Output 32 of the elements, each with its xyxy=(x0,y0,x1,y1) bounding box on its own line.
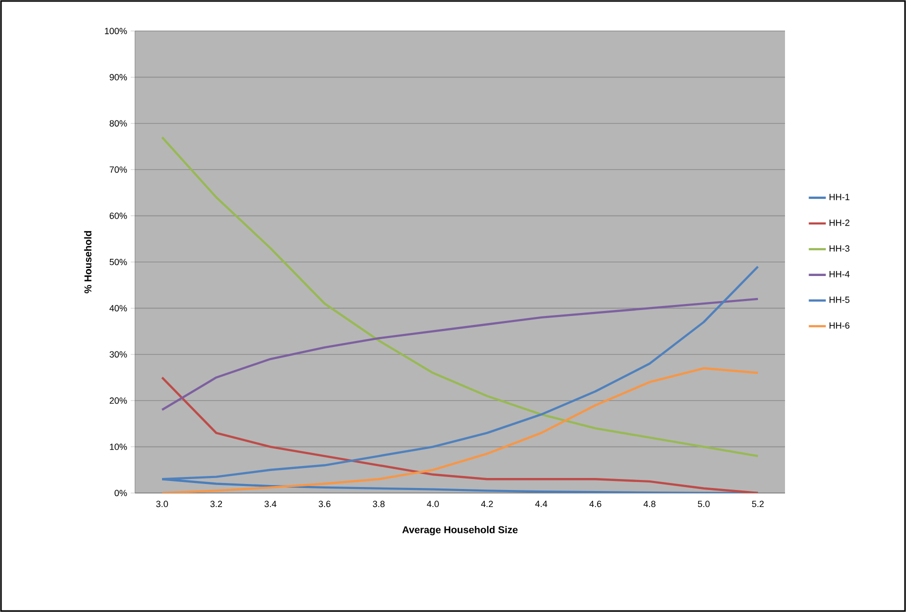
legend-label: HH-5 xyxy=(830,296,850,303)
x-tick-label: 3.8 xyxy=(372,500,385,508)
y-tick-label: 20% xyxy=(110,397,127,404)
line-series xyxy=(160,136,760,458)
y-tick-label: 10% xyxy=(110,444,127,450)
y-tick-label: 70% xyxy=(110,166,127,173)
x-tick-label: 4.0 xyxy=(426,500,439,508)
x-tick-label: 5.0 xyxy=(698,500,710,508)
x-tick-label: 3.4 xyxy=(264,500,276,508)
legend-label: HH-4 xyxy=(830,271,850,278)
x-tick-label: 4.8 xyxy=(644,500,656,508)
x-tick-label: 4.6 xyxy=(589,500,602,508)
x-tick-label: 3.2 xyxy=(210,500,222,508)
y-tick-label: 40% xyxy=(109,305,127,312)
y-tick-label: 90% xyxy=(110,74,127,80)
legend-label: HH-1 xyxy=(830,194,850,200)
x-tick-label: 4.2 xyxy=(481,500,493,508)
y-tick-label: 50% xyxy=(110,258,127,266)
y-tick-label: 60% xyxy=(110,212,127,219)
x-tick-label: 3.0 xyxy=(156,500,168,508)
legend-label: HH-6 xyxy=(830,322,850,329)
y-tick-label: 0% xyxy=(114,490,127,496)
y-axis-title: % Household xyxy=(84,231,92,294)
x-axis-title: Average Household Size xyxy=(402,526,518,536)
legend-label: HH-2 xyxy=(830,220,850,226)
legend-label: HH-3 xyxy=(830,245,850,252)
x-tick-label: 3.6 xyxy=(318,500,330,508)
y-tick-label: 80% xyxy=(110,120,127,127)
y-tick-label: 100% xyxy=(104,28,127,34)
x-tick-label: 4.4 xyxy=(535,500,548,507)
y-tick-label: 30% xyxy=(110,351,127,358)
x-tick-label: 5.2 xyxy=(752,500,764,508)
